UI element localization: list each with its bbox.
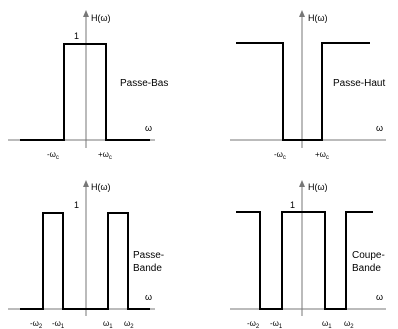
lowpass-tick-neg-c: -ωc bbox=[47, 150, 59, 161]
highpass-y-label: H(ω) bbox=[308, 13, 328, 23]
bandstop-response bbox=[236, 211, 373, 310]
highpass-x-label: ω bbox=[376, 123, 383, 133]
bandstop-name-line1: Coupe- bbox=[352, 250, 385, 261]
highpass-y-arrow bbox=[299, 10, 305, 17]
bandstop-tick-pos1: ω1 bbox=[322, 319, 332, 329]
bandpass-tick-neg2: -ω2 bbox=[30, 319, 43, 329]
lowpass-y-arrow bbox=[83, 10, 89, 17]
bandstop-tick-neg1: -ω1 bbox=[270, 319, 283, 329]
lowpass-panel: H(ω) 1 ω Passe-Bas -ωc +ωc bbox=[8, 10, 168, 161]
lowpass-name: Passe-Bas bbox=[120, 78, 168, 89]
lowpass-tick-pos-c: +ωc bbox=[98, 150, 112, 161]
highpass-tick-pos-c: +ωc bbox=[315, 150, 329, 161]
highpass-response bbox=[236, 42, 370, 141]
lowpass-unity-label: 1 bbox=[74, 31, 79, 41]
bandpass-tick-pos1: ω1 bbox=[103, 319, 113, 329]
highpass-panel: H(ω) ω Passe-Haut -ωc +ωc bbox=[230, 10, 386, 161]
bandpass-tick-pos2: ω2 bbox=[124, 319, 134, 329]
bandstop-y-label: H(ω) bbox=[308, 182, 328, 192]
lowpass-x-label: ω bbox=[145, 123, 152, 133]
bandpass-panel: H(ω) 1 ω Passe- Bande -ω2 -ω1 ω1 ω2 bbox=[8, 180, 164, 329]
bandstop-unity-label: 1 bbox=[290, 200, 295, 210]
highpass-tick-neg-c: -ωc bbox=[274, 150, 286, 161]
bandpass-response bbox=[20, 212, 150, 310]
bandpass-y-arrow bbox=[83, 180, 89, 187]
bandstop-x-label: ω bbox=[376, 292, 383, 302]
bandstop-tick-neg2: -ω2 bbox=[247, 319, 260, 329]
bandstop-y-arrow bbox=[299, 180, 305, 187]
bandpass-y-label: H(ω) bbox=[91, 182, 111, 192]
bandpass-name-line2: Bande bbox=[133, 263, 162, 274]
lowpass-response bbox=[20, 43, 150, 141]
bandstop-panel: H(ω) 1 ω Coupe- Bande -ω2 -ω1 ω1 ω2 bbox=[230, 180, 386, 329]
lowpass-y-label: H(ω) bbox=[91, 13, 111, 23]
bandpass-tick-neg1: -ω1 bbox=[52, 319, 65, 329]
bandpass-unity-label: 1 bbox=[74, 200, 79, 210]
bandstop-name-line2: Bande bbox=[352, 263, 381, 274]
highpass-name: Passe-Haut bbox=[333, 78, 385, 89]
bandpass-name-line1: Passe- bbox=[133, 250, 164, 261]
bandstop-tick-pos2: ω2 bbox=[344, 319, 354, 329]
bandpass-x-label: ω bbox=[145, 292, 152, 302]
